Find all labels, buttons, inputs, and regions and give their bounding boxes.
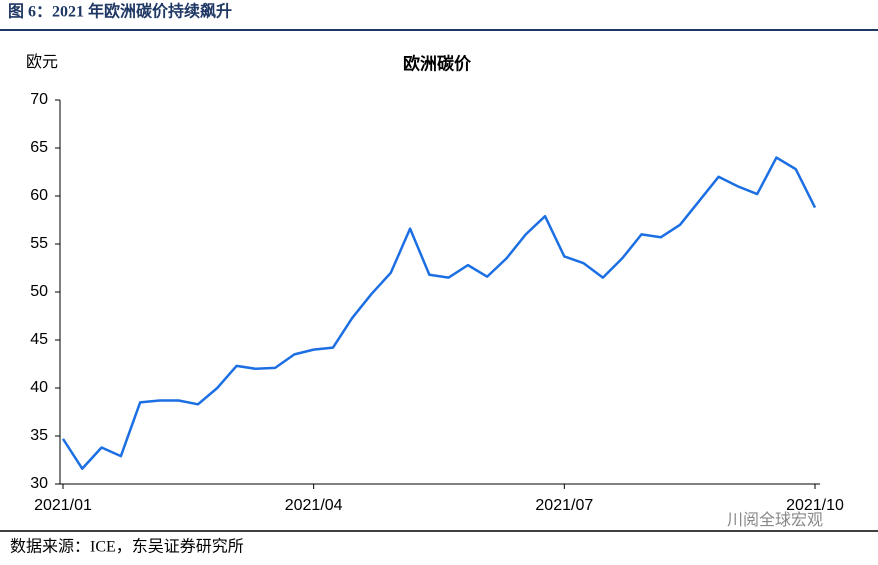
caption: 图 6：2021 年欧洲碳价持续飙升 bbox=[8, 2, 232, 21]
y-tick-label: 30 bbox=[30, 475, 48, 492]
x-tick-label: 2021/01 bbox=[34, 497, 92, 514]
y-tick-label: 35 bbox=[30, 427, 48, 444]
y-tick-label: 70 bbox=[30, 91, 48, 108]
price-line bbox=[61, 156, 817, 470]
y-tick-label: 65 bbox=[30, 139, 48, 156]
x-tick-label: 2021/10 bbox=[786, 497, 844, 514]
x-tick-label: 2021/04 bbox=[285, 497, 343, 514]
y-tick-label: 55 bbox=[30, 235, 48, 252]
y-tick-label: 50 bbox=[30, 283, 48, 300]
y-tick-label: 40 bbox=[30, 379, 48, 396]
chart-title: 欧洲碳价 bbox=[403, 53, 472, 73]
watermark: 川阅全球宏观 bbox=[727, 511, 823, 529]
source: 数据来源：ICE，东吴证券研究所 bbox=[10, 538, 244, 556]
y-tick-label: 60 bbox=[30, 187, 48, 204]
y-tick-label: 45 bbox=[30, 331, 48, 348]
x-tick-label: 2021/07 bbox=[535, 497, 593, 514]
y-axis-label: 欧元 bbox=[26, 53, 58, 71]
